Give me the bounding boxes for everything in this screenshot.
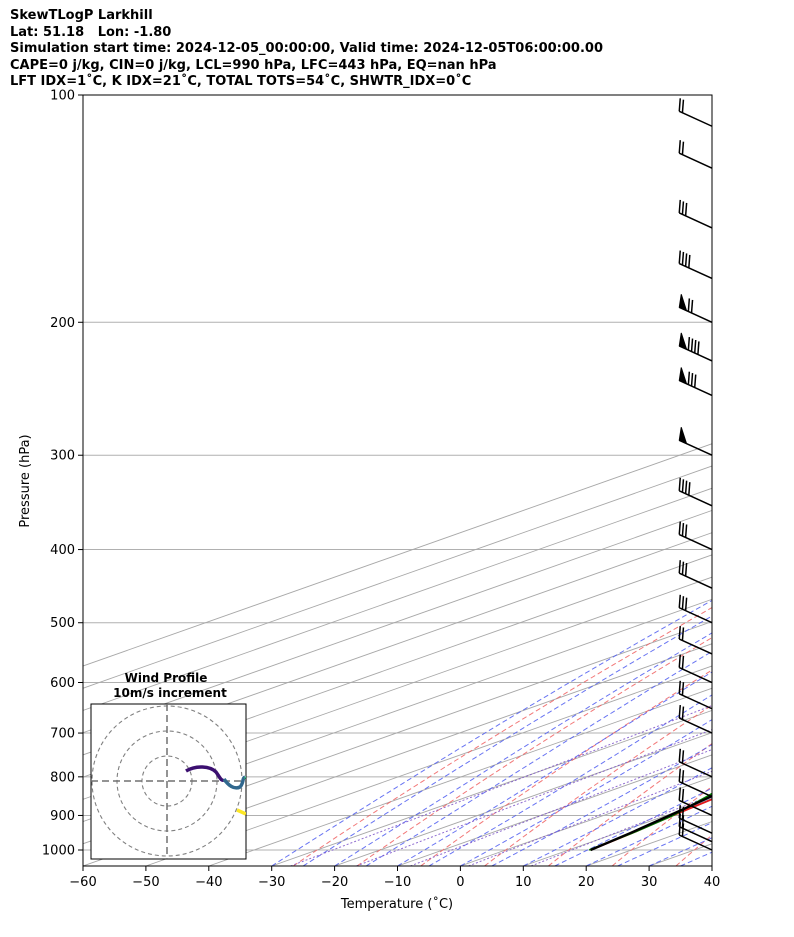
wind-barb bbox=[678, 477, 713, 507]
dry-adiabat bbox=[292, 606, 712, 866]
inset-subtitle: 10m/s increment bbox=[113, 686, 227, 700]
y-tick-label: 700 bbox=[50, 727, 75, 742]
inset-plot bbox=[91, 704, 246, 859]
isotherm bbox=[83, 465, 712, 689]
hodograph-trace bbox=[222, 775, 246, 790]
x-tick-label: 20 bbox=[578, 875, 595, 890]
mixing-ratio-line bbox=[410, 749, 712, 866]
x-tick-label: −20 bbox=[321, 875, 348, 890]
x-tick-label: 0 bbox=[456, 875, 464, 890]
time-line: Simulation start time: 2024-12-05_00:00:… bbox=[10, 41, 603, 56]
wind-barb bbox=[678, 805, 713, 834]
indices-line-1: CAPE=0 j/kg, CIN=0 j/kg, LCL=990 hPa, LF… bbox=[10, 57, 497, 73]
wind-barb bbox=[678, 787, 713, 817]
hodograph-trace bbox=[185, 765, 226, 782]
mixing-ratio-line bbox=[468, 770, 712, 866]
x-tick-label: 10 bbox=[515, 875, 532, 890]
wind-barb bbox=[678, 748, 713, 778]
moist-adiabat bbox=[554, 787, 712, 866]
wind-barb bbox=[678, 199, 713, 229]
moist-adiabat bbox=[302, 615, 712, 866]
x-axis-label: Temperature (˚C) bbox=[340, 896, 453, 912]
x-tick-label: 40 bbox=[704, 875, 721, 890]
hodograph-trace bbox=[236, 808, 246, 816]
mixing-ratio-line bbox=[356, 729, 712, 866]
chart-header: SkewTLogP Larkhill Lat: 51.18 Lon: -1.80… bbox=[10, 8, 603, 91]
y-tick-label: 1000 bbox=[42, 844, 75, 859]
wind-barb bbox=[678, 625, 713, 655]
x-tick-label: −10 bbox=[384, 875, 411, 890]
moist-adiabat bbox=[365, 650, 712, 866]
wind-barb bbox=[678, 98, 713, 127]
wind-profile-inset: Wind Profile 10m/s increment bbox=[90, 671, 247, 860]
y-tick-label: 800 bbox=[50, 770, 75, 785]
location-line: Lat: 51.18 Lon: -1.80 bbox=[10, 24, 172, 40]
wind-barb bbox=[678, 594, 713, 624]
dry-adiabat bbox=[356, 637, 712, 866]
isotherm bbox=[711, 865, 712, 866]
isotherm bbox=[334, 732, 712, 866]
isotherm bbox=[145, 665, 712, 866]
y-tick-label: 900 bbox=[50, 809, 75, 824]
dry-adiabat bbox=[484, 704, 712, 866]
wind-barb bbox=[678, 560, 713, 589]
wind-barb bbox=[678, 680, 713, 710]
moist-adiabat bbox=[711, 865, 712, 866]
dry-adiabat bbox=[740, 95, 794, 866]
moist-adiabat bbox=[491, 744, 712, 866]
y-tick-label: 300 bbox=[50, 449, 75, 464]
x-tick-label: 30 bbox=[641, 875, 658, 890]
isotherm bbox=[83, 621, 712, 845]
isotherm bbox=[83, 576, 712, 800]
inset-title: Wind Profile bbox=[125, 671, 208, 685]
y-tick-label: 600 bbox=[50, 676, 75, 691]
y-tick-label: 400 bbox=[50, 543, 75, 558]
wind-barb bbox=[678, 427, 713, 456]
wind-barb bbox=[678, 294, 713, 323]
y-tick-label: 100 bbox=[50, 89, 75, 104]
isotherm bbox=[83, 598, 712, 823]
wind-barb bbox=[678, 654, 713, 684]
isotherm bbox=[83, 643, 712, 866]
wind-barb bbox=[678, 250, 713, 280]
wind-barbs bbox=[678, 98, 713, 851]
moist-adiabat bbox=[397, 671, 712, 866]
x-tick-label: −40 bbox=[195, 875, 222, 890]
x-tick-label: −60 bbox=[69, 875, 96, 890]
moist-adiabat bbox=[334, 632, 712, 866]
y-axis-label: Pressure (hPa) bbox=[18, 434, 33, 527]
x-tick-label: −50 bbox=[132, 875, 159, 890]
chart-title: SkewTLogP Larkhill bbox=[10, 8, 153, 23]
wind-barb bbox=[678, 367, 713, 397]
wind-barb bbox=[678, 768, 713, 798]
y-tick-label: 500 bbox=[50, 616, 75, 631]
wind-barb bbox=[678, 140, 713, 169]
moist-adiabat bbox=[428, 694, 712, 866]
wind-barb bbox=[678, 521, 713, 551]
y-tick-label: 200 bbox=[50, 316, 75, 331]
x-tick-label: −30 bbox=[258, 875, 285, 890]
wind-barb bbox=[678, 332, 713, 362]
isotherm bbox=[271, 709, 712, 866]
hodograph-trace bbox=[243, 776, 246, 780]
mixing-ratio-line bbox=[290, 705, 712, 866]
wind-barb bbox=[678, 705, 713, 734]
indices-line-2: LFT IDX=1˚C, K IDX=21˚C, TOTAL TOTS=54˚C… bbox=[10, 74, 472, 89]
isotherm bbox=[83, 443, 712, 667]
axes: −60 −50 −40 −30 −20 −10 0 10 20 30 40 100 200 300 400 5… bbox=[42, 89, 720, 891]
